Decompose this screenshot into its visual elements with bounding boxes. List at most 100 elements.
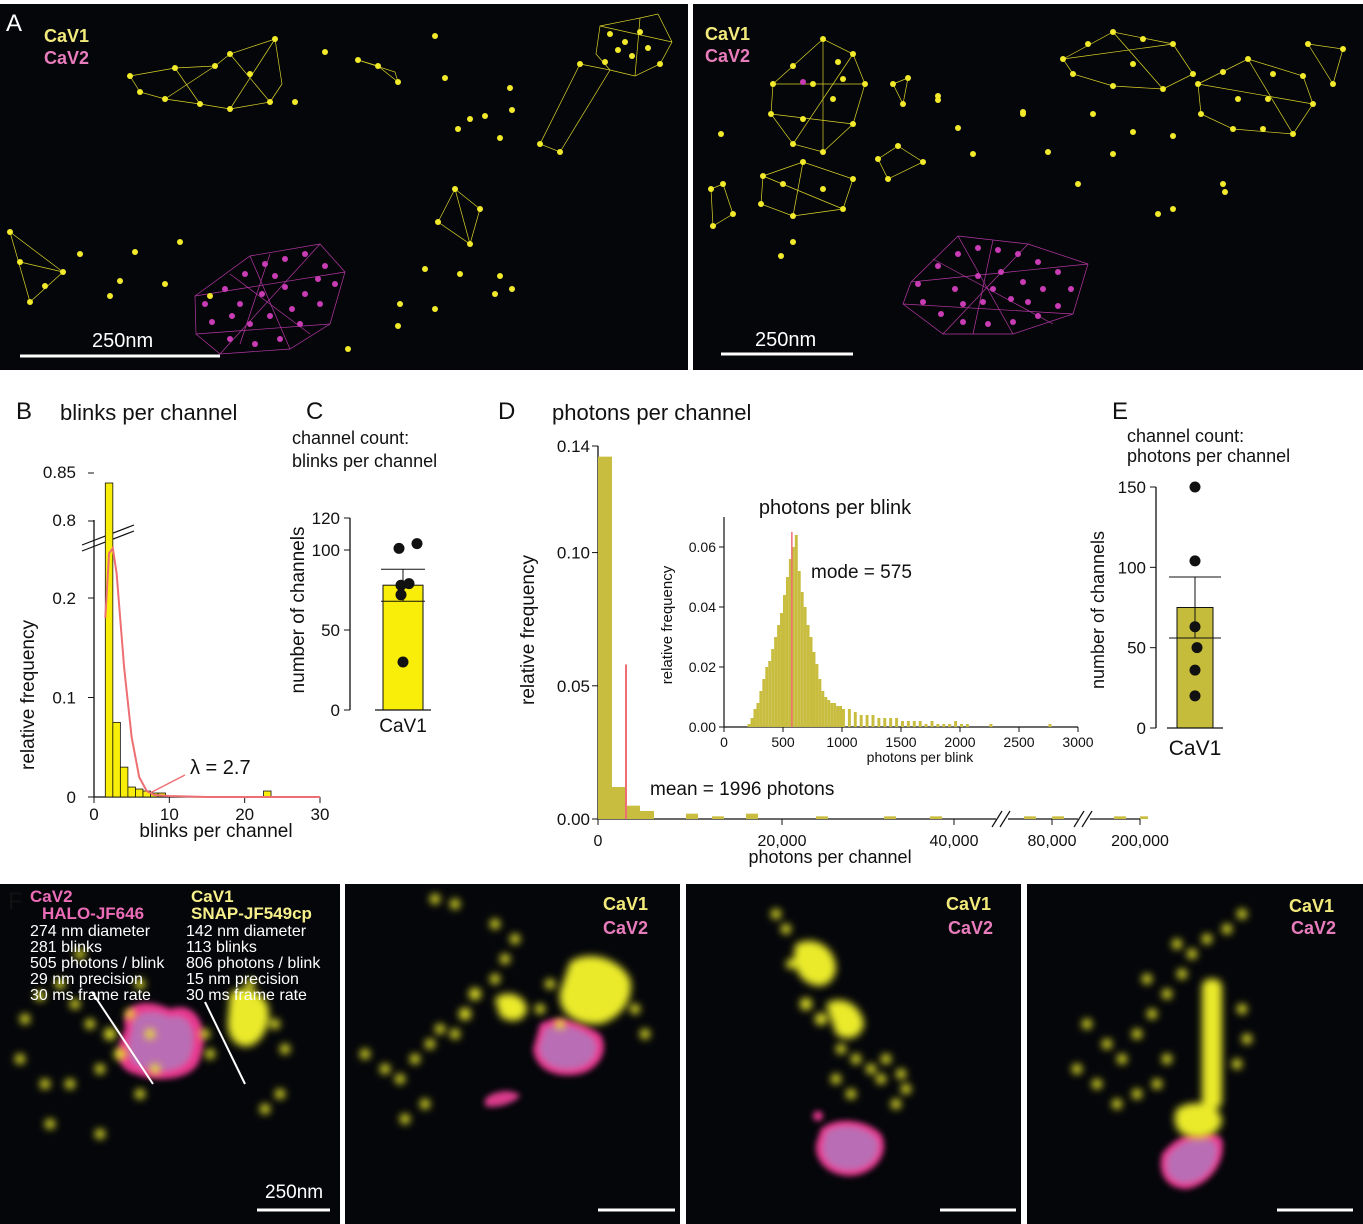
y-tick-label: 50 xyxy=(1127,639,1146,658)
inset-histogram-bar xyxy=(912,721,916,727)
cav2-dye: HALO-JF646 xyxy=(42,904,145,923)
data-point xyxy=(411,538,423,550)
inset-histogram-bar xyxy=(780,613,783,727)
cav1-stat-diameter: 142 nm diameter xyxy=(186,923,307,940)
inset-x-axis-label: photons per blink xyxy=(867,749,975,765)
axis-break-mark xyxy=(1073,810,1085,828)
data-point xyxy=(1189,555,1201,567)
cav2-blob-1 xyxy=(118,1003,204,1079)
x-axis-label: blinks per channel xyxy=(139,821,292,842)
histogram-bar xyxy=(612,787,626,819)
histogram-bar xyxy=(104,482,114,798)
y-tick-label: 50 xyxy=(321,621,340,640)
histogram-bar xyxy=(712,816,724,819)
scale-label-right: 250nm xyxy=(755,329,817,351)
cav1-networks-left xyxy=(9,13,673,303)
inset-histogram-bar xyxy=(800,592,804,727)
cav1-points-right xyxy=(708,29,1346,259)
x-tick-label: 80,000 xyxy=(1028,833,1077,850)
legend-cav2-f3: CaV2 xyxy=(948,918,994,938)
panel-c-title-line2: blinks per channel xyxy=(292,451,438,471)
panel-e-title-line2: photons per channel xyxy=(1127,446,1291,466)
inset-histogram-bar xyxy=(768,661,772,727)
inset-histogram-bar xyxy=(871,715,875,727)
inset-histogram-bar xyxy=(839,706,842,727)
inset-histogram-bar xyxy=(785,577,789,727)
inset-histogram-bar xyxy=(774,637,778,727)
cav-cluster-plot-left xyxy=(7,13,673,358)
inset-histogram-bar xyxy=(895,718,899,727)
x-category-label: CaV1 xyxy=(1169,737,1222,760)
cav2-stat-photons: 505 photons / blink xyxy=(30,955,165,972)
y-tick-label: 0 xyxy=(67,788,76,807)
cav2-points-right xyxy=(800,79,1074,327)
y-tick-label: 150 xyxy=(1118,478,1146,497)
y-tick-label: 0.10 xyxy=(557,544,590,563)
panel-f-image-4: CaV1 CaV2 xyxy=(1027,884,1363,1224)
inset-x-tick-label: 2000 xyxy=(944,734,975,750)
histogram-bar xyxy=(1052,816,1064,819)
x-tick-label: 0 xyxy=(89,805,98,824)
cav1-blobs-4 xyxy=(1072,909,1252,1139)
data-point xyxy=(397,656,409,668)
axis-break-mark xyxy=(999,810,1011,828)
cav1-blobs-2 xyxy=(360,894,650,1124)
cav1-points-left xyxy=(7,29,663,352)
inset-x-tick-label: 1500 xyxy=(885,734,916,750)
data-point xyxy=(403,578,415,590)
cav1-stat-framerate: 30 ms frame rate xyxy=(186,987,307,1004)
inset-histogram-bar xyxy=(989,724,993,727)
inset-histogram-bar xyxy=(824,697,828,727)
inset-histogram-bar xyxy=(853,712,857,727)
y-tick-label: 0.1 xyxy=(52,689,76,708)
cav1-stat-photons: 806 photons / blink xyxy=(186,955,321,972)
inset-histogram-bar xyxy=(865,715,869,727)
cav1-dye: SNAP-JF549cp xyxy=(191,904,312,923)
inset-histogram-bar xyxy=(836,706,840,727)
cav2-stat-framerate: 30 ms frame rate xyxy=(30,987,151,1004)
histogram-bar xyxy=(1114,816,1126,819)
cav2-stat-precision: 29 nm precision xyxy=(30,971,143,988)
data-point xyxy=(1189,621,1201,633)
blur-image-2 xyxy=(360,894,675,1212)
inset-y-tick-label: 0.00 xyxy=(689,719,716,735)
inset-y-tick-label: 0.04 xyxy=(689,599,716,615)
cav2-stat-diameter: 274 nm diameter xyxy=(30,923,151,940)
panel-f-image-1: CaV2 HALO-JF646 274 nm diameter 281 blin… xyxy=(0,884,340,1224)
inset-histogram-bar xyxy=(797,571,801,727)
panel-f-image-3: CaV1 CaV2 xyxy=(686,884,1021,1224)
panel-f-label: F xyxy=(8,888,23,915)
inset-histogram-bar xyxy=(930,721,934,727)
legend-cav1-f2: CaV1 xyxy=(603,894,649,914)
inset-histogram-bar xyxy=(830,703,834,727)
y-tick-label: 0 xyxy=(1137,719,1146,738)
x-tick-label: 10 xyxy=(160,805,179,824)
inset-x-tick-label: 3000 xyxy=(1062,734,1093,750)
chart-channel-count-photons: 0 50 100 150 CaV1 number of channels xyxy=(1088,478,1223,760)
inset-histogram-bar xyxy=(765,667,769,727)
y-tick-label-085: 0.85 xyxy=(43,463,76,482)
panel-c-label: C xyxy=(306,398,324,425)
x-category-label: CaV1 xyxy=(379,716,427,737)
histogram-bar xyxy=(746,813,758,819)
data-point xyxy=(1189,664,1201,676)
inset-x-tick-label: 1000 xyxy=(826,734,857,750)
cav1-name: CaV1 xyxy=(191,887,234,906)
inset-histogram-bar xyxy=(759,691,763,727)
inset-histogram-bar xyxy=(936,724,940,727)
y-tick-label: 0.2 xyxy=(52,589,76,608)
inset-histogram-bar xyxy=(1048,724,1052,727)
cav2-network-right xyxy=(902,235,1089,335)
x-tick-label: 200,000 xyxy=(1111,833,1169,850)
legend-cav1-left: CaV1 xyxy=(44,26,90,46)
scale-label-left: 250nm xyxy=(92,330,154,352)
inset-histogram-bar xyxy=(750,718,754,727)
mean-bar xyxy=(382,584,424,711)
inset-histogram-bar xyxy=(812,652,816,727)
inset-histogram-bar xyxy=(924,724,928,727)
inset-histogram-bar xyxy=(948,724,952,727)
legend-cav1-f3: CaV1 xyxy=(946,894,992,914)
inset-histogram-bar xyxy=(827,700,831,727)
panel-e-label: E xyxy=(1112,398,1129,425)
data-point xyxy=(1189,481,1201,493)
